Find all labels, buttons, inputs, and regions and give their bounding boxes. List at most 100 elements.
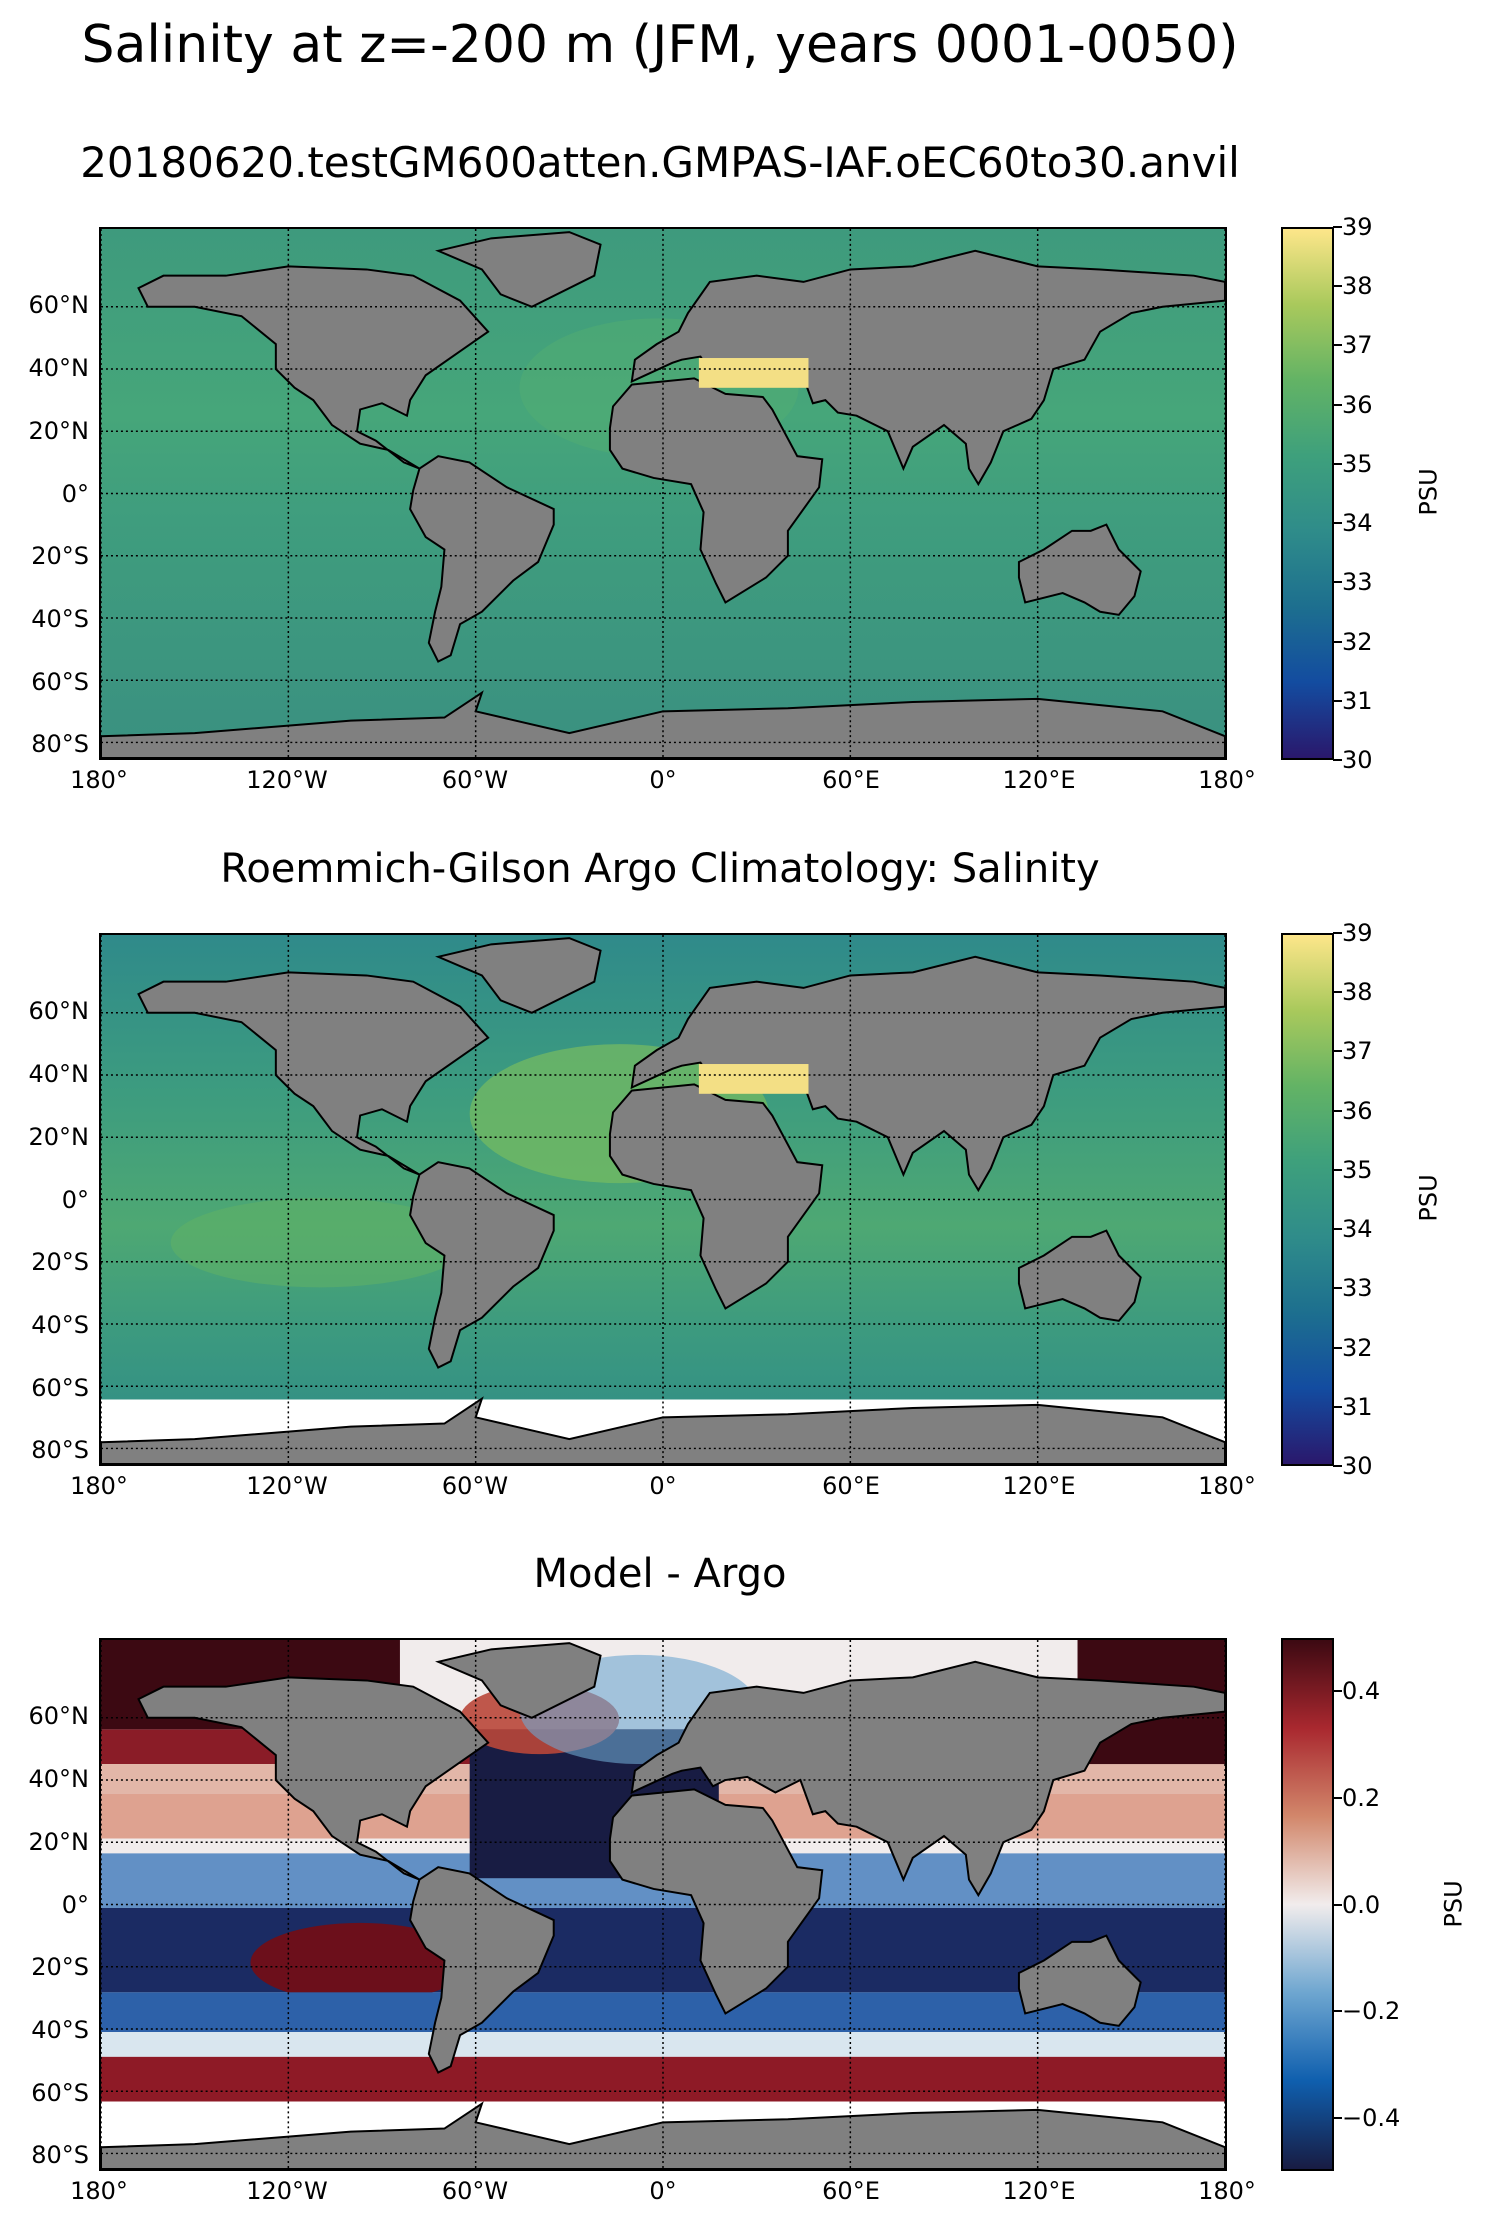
panel-1-colorbar-tick-label: 30 (1342, 746, 1373, 774)
panel-2-colorbar-tick-label: 37 (1342, 1037, 1373, 1066)
panel-3-land (101, 1642, 1225, 2169)
colorbar-tick-mark (1333, 1690, 1342, 1693)
colorbar-tick-mark (1333, 1109, 1342, 1112)
panel-2-x-tick-label: 60°W (441, 1472, 509, 1500)
panel-1-colorbar-tick-label: 34 (1342, 509, 1373, 538)
panel-3-colorbar-tick-label: 0.2 (1342, 1783, 1381, 1812)
colorbar-tick-mark (1333, 1168, 1342, 1171)
colorbar-tick-mark (1333, 1405, 1342, 1408)
panel-1-y-tick-label: 40°S (31, 604, 89, 633)
panel-2-colorbar-label: PSU (1414, 1174, 1443, 1222)
panel-2-x-tick-label: 120°W (246, 1472, 328, 1500)
panel-3-title: Model - Argo (533, 1551, 787, 1597)
panel-3-colorbar-tick-label: −0.2 (1342, 1997, 1401, 2026)
panel-1-x-tick-label: 60°W (441, 766, 509, 794)
panel-2-colorbar-tick-label: 39 (1342, 919, 1373, 947)
panel-1-y-tick-label: 80°S (31, 730, 89, 759)
panel-3-x-tick-label: 180° (1198, 2177, 1256, 2205)
panel-1-colorbar-tick-label: 36 (1342, 390, 1373, 419)
panel-3-y-tick-label: 40°N (28, 1765, 90, 1794)
panel-3-y-tick-label: 60°S (31, 2078, 89, 2107)
colorbar-tick-mark (1333, 932, 1342, 934)
panel-3-y-tick-label: 20°N (28, 1827, 90, 1856)
panel-1-y-tick-label: 0° (61, 479, 89, 508)
panel-1-colorbar-tick-label: 39 (1342, 213, 1373, 241)
panel-1-grid (101, 229, 1225, 758)
panel-1-y-tick-label: 20°N (28, 416, 90, 445)
panel-2-colorbar-tick-label: 32 (1342, 1333, 1373, 1362)
panel-3-y-tick-label: 60°N (28, 1702, 90, 1731)
colorbar-tick-mark (1333, 991, 1342, 994)
panel-1-colorbar-tick-label: 35 (1342, 449, 1373, 478)
colorbar-tick-mark (1333, 462, 1342, 465)
panel-1-colorbar-label: PSU (1414, 468, 1443, 516)
colorbar-tick-mark (1333, 285, 1342, 288)
land-greenland (435, 937, 602, 1014)
panel-1-y-tick-label: 60°N (28, 291, 90, 320)
panel-3-x-tick-label: 180° (70, 2177, 128, 2205)
panel-3-x-tick-label: 60°W (441, 2177, 509, 2205)
panel-2-y-tick-label: 20°N (28, 1122, 90, 1151)
colorbar-tick-mark (1333, 226, 1342, 228)
panel-2-colorbar-tick-label: 35 (1342, 1155, 1373, 1184)
panel-1-colorbar-tick-label: 37 (1342, 331, 1373, 360)
colorbar-tick-mark (1333, 1287, 1342, 1290)
panel-1-colorbar-tick-label: 31 (1342, 686, 1373, 715)
panel-1-y-tick-label: 60°S (31, 667, 89, 696)
panel-2-colorbar-tick-label: 33 (1342, 1274, 1373, 1303)
colorbar-tick-mark (1333, 2010, 1342, 2013)
panel-2-title: Roemmich-Gilson Argo Climatology: Salini… (220, 846, 1100, 892)
panel-1-colorbar-tick-label: 32 (1342, 627, 1373, 656)
panel-2-x-tick-label: 60°E (822, 1472, 880, 1500)
panel-1-x-tick-label: 120°E (1002, 766, 1076, 794)
panel-3-colorbar-tick-label: −0.4 (1342, 2103, 1401, 2132)
panel-1-title: 20180620.testGM600atten.GMPAS-IAF.oEC60t… (80, 138, 1240, 187)
panel-2-x-tick-label: 120°E (1002, 1472, 1076, 1500)
panel-2-y-tick-label: 40°S (31, 1310, 89, 1339)
panel-1-y-tick-label: 40°N (28, 354, 90, 383)
panel-1-x-tick-label: 180° (70, 766, 128, 794)
colorbar-tick-mark (1333, 1796, 1342, 1799)
colorbar-tick-mark (1333, 1903, 1342, 1906)
colorbar-tick-mark (1333, 581, 1342, 584)
panel-2-mediterranean (698, 1064, 809, 1094)
panel-3-colorbar-label: PSU (1439, 1880, 1468, 1928)
panel-3-x-tick-label: 120°E (1002, 2177, 1076, 2205)
panel-3-y-tick-label: 40°S (31, 2015, 89, 2044)
panel-2-grid (101, 935, 1225, 1464)
land-australia (1017, 523, 1142, 616)
panel-3-y-tick-label: 20°S (31, 1953, 89, 1982)
colorbar-tick-mark (1333, 2116, 1342, 2119)
panel-2-x-tick-label: 0° (649, 1472, 677, 1500)
colorbar-tick-mark (1333, 522, 1342, 525)
colorbar-tick-mark (1333, 344, 1342, 347)
panel-3-x-tick-label: 120°W (246, 2177, 328, 2205)
panel-1-mediterranean (698, 358, 809, 388)
land-south-america (409, 1866, 555, 2074)
panel-2-colorbar-tick-label: 31 (1342, 1392, 1373, 1421)
land-greenland (435, 1642, 602, 1719)
panel-1-x-tick-label: 180° (1198, 766, 1256, 794)
panel-2-y-tick-label: 0° (61, 1185, 89, 1214)
panel-3-y-tick-label: 80°S (31, 2141, 89, 2170)
panel-2-x-tick-label: 180° (70, 1472, 128, 1500)
panel-3-y-tick-label: 0° (61, 1890, 89, 1919)
land-greenland (435, 231, 602, 308)
panel-2-south-pacific-salty (170, 1198, 470, 1288)
panel-3-x-tick-label: 0° (649, 2177, 677, 2205)
panel-1-map (99, 227, 1227, 760)
panel-2-y-tick-label: 20°S (31, 1248, 89, 1277)
colorbar-tick-mark (1333, 1465, 1342, 1467)
colorbar-tick-mark (1333, 1228, 1342, 1231)
colorbar-tick-mark (1333, 699, 1342, 702)
land-south-america (409, 1161, 555, 1369)
colorbar-tick-mark (1333, 403, 1342, 406)
land-australia (1017, 1934, 1142, 2027)
panel-2-colorbar-tick-label: 34 (1342, 1215, 1373, 1244)
panel-2-colorbar-tick-label: 36 (1342, 1096, 1373, 1125)
land-eurasia (630, 1660, 1225, 1898)
panel-1-x-tick-label: 0° (649, 766, 677, 794)
panel-2-y-tick-label: 60°S (31, 1373, 89, 1402)
suptitle: Salinity at z=-200 m (JFM, years 0001-00… (81, 15, 1239, 75)
panel-2-y-tick-label: 60°N (28, 997, 90, 1026)
